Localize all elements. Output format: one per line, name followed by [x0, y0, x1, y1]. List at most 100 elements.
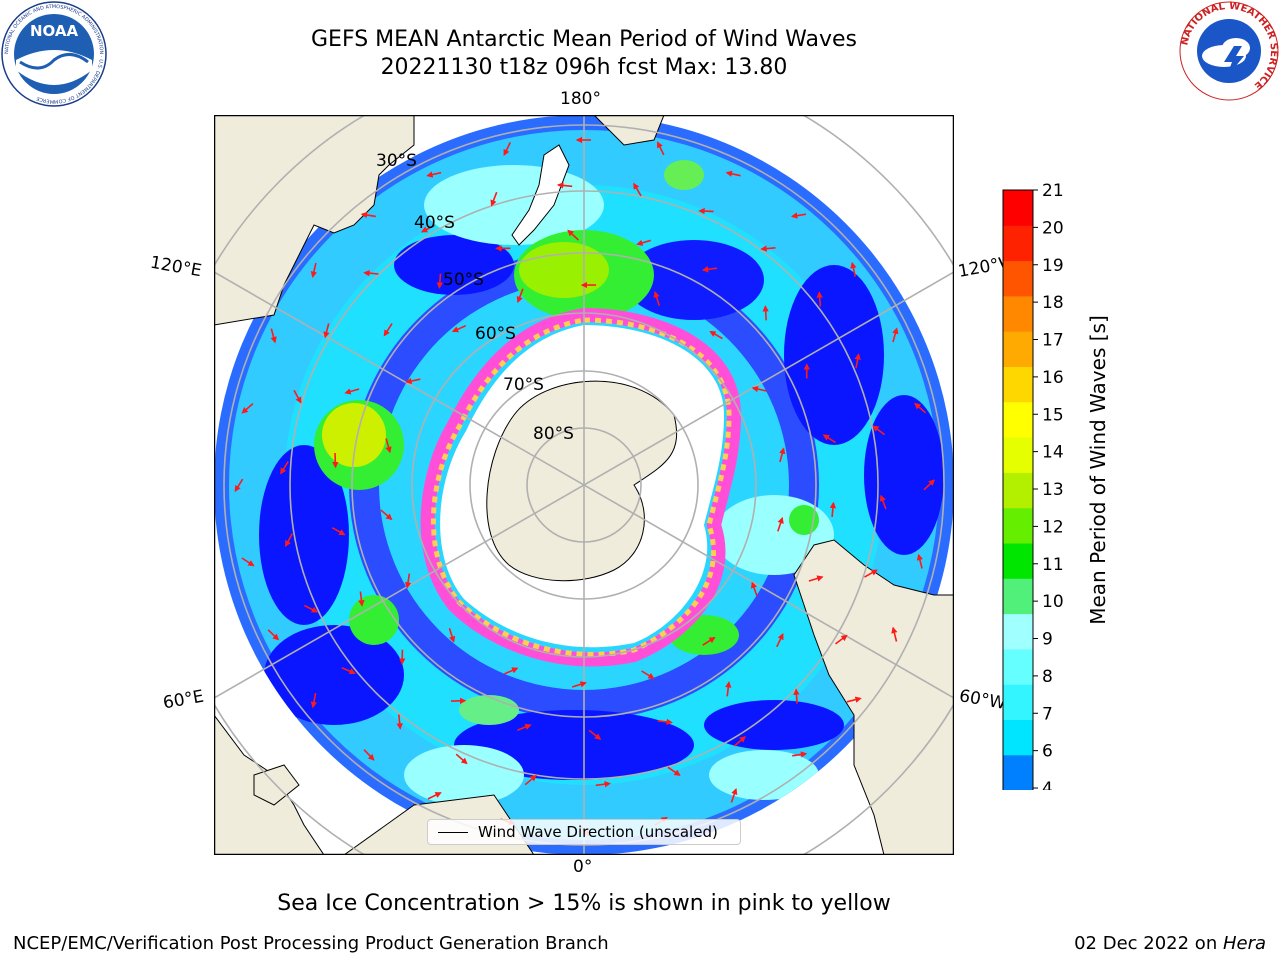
wave-direction-arrow	[733, 736, 746, 747]
wave-direction-arrow	[524, 774, 537, 786]
wave-direction-arrow	[490, 191, 498, 207]
wave-direction-arrow	[588, 729, 602, 740]
colorbar-cell	[1003, 295, 1033, 332]
wave-direction-arrow	[891, 626, 898, 642]
wave-direction-arrow	[360, 211, 376, 219]
wave-direction-arrow	[709, 330, 723, 340]
wave-direction-arrow	[653, 290, 660, 306]
wave-direction-arrow	[656, 141, 665, 156]
wave-direction-arrow	[633, 182, 642, 197]
wave-direction-arrow	[822, 434, 837, 444]
wave-direction-arrow	[241, 557, 255, 567]
wave-direction-arrow	[455, 753, 468, 765]
lon-label-180: 180°	[560, 89, 601, 109]
wave-direction-arrow	[725, 170, 741, 177]
footer-date: 02 Dec 2022 on Hera	[1074, 933, 1266, 954]
wave-direction-arrow	[776, 633, 784, 648]
polar-map	[214, 115, 954, 855]
colorbar-ticks: 246789101112131415161718192021	[1033, 181, 1064, 790]
lon-label-60e: 60°E	[161, 686, 206, 714]
colorbar-cells	[1002, 189, 1034, 790]
colorbar-cell	[1003, 578, 1033, 615]
lat-label-50s: 50°S	[443, 270, 484, 290]
wave-direction-arrow	[323, 323, 330, 339]
wave-direction-arrow	[332, 452, 339, 469]
wave-direction-arrow	[358, 591, 365, 607]
wave-direction-arrow	[557, 182, 573, 189]
wave-direction-arrow	[517, 723, 532, 732]
lat-label-80s: 80°S	[533, 424, 574, 444]
wave-direction-arrow	[793, 688, 800, 704]
wave-direction-arrow	[641, 670, 655, 679]
wave-direction-arrow	[241, 402, 254, 414]
wave-direction-arrow	[879, 494, 887, 510]
wave-direction-arrow	[636, 239, 652, 246]
wave-direction-arrow	[923, 479, 936, 491]
footer-date-text: 02 Dec 2022 on	[1074, 933, 1223, 954]
wave-direction-arrow	[267, 629, 280, 641]
wave-direction-arrow	[892, 327, 899, 343]
wave-direction-arrow	[234, 478, 244, 492]
colorbar-tick-label: 6	[1042, 742, 1053, 762]
chart-subtitle: 20221130 t18z 096h fcst Max: 13.80	[380, 55, 788, 80]
colorbar-cell	[1003, 437, 1033, 473]
wave-direction-arrow	[808, 575, 824, 582]
chart-title: GEFS MEAN Antarctic Mean Period of Wind …	[311, 27, 857, 52]
lat-label-60s: 60°S	[475, 324, 516, 344]
wave-direction-arrow	[916, 553, 923, 569]
wave-direction-arrow	[846, 696, 862, 703]
wave-direction-arrow	[571, 681, 587, 688]
colorbar-frame	[1002, 189, 1034, 790]
wave-direction-arrow	[702, 637, 716, 646]
map-border	[214, 115, 954, 855]
colorbar-label: Mean Period of Wind Waves [s]	[1086, 315, 1110, 625]
wave-direction-arrow	[816, 291, 823, 307]
wind-wave-arrows	[234, 136, 936, 837]
wave-direction-arrow	[701, 266, 718, 273]
lon-label-0: 0°	[573, 857, 593, 877]
wave-direction-arrow	[504, 667, 519, 675]
wave-direction-arrow	[427, 792, 442, 800]
lat-label-30s: 30°S	[376, 151, 417, 171]
lat-label-70s: 70°S	[503, 375, 544, 395]
colorbar-cell	[1003, 719, 1033, 756]
colorbar-tick-label: 4	[1042, 779, 1053, 790]
wave-direction-arrow	[698, 207, 714, 215]
colorbar-tick-label: 14	[1042, 443, 1064, 463]
wave-direction-arrow	[829, 501, 837, 517]
colorbar-tick-label: 12	[1042, 517, 1064, 537]
footer-system: Hera	[1222, 933, 1266, 954]
colorbar-cell	[1003, 190, 1033, 226]
wave-direction-arrow	[293, 389, 302, 404]
footer-branch: NCEP/EMC/Verification Post Processing Pr…	[13, 933, 609, 954]
colorbar-cell	[1003, 225, 1033, 262]
wave-direction-arrow	[280, 461, 289, 475]
colorbar-tick-label: 17	[1042, 331, 1064, 351]
wave-direction-arrow	[284, 533, 294, 548]
wave-direction-arrow	[792, 751, 808, 758]
colorbar-cell	[1003, 754, 1033, 790]
wave-direction-arrow	[448, 627, 456, 643]
wave-direction-arrow	[451, 324, 467, 333]
nws-logo: NATIONAL WEATHER SERVICE	[1179, 1, 1279, 101]
wave-direction-arrow	[667, 766, 681, 776]
colorbar-cell	[1003, 472, 1033, 509]
wave-direction-arrow	[750, 581, 758, 597]
colorbar-tick-label: 18	[1042, 293, 1064, 313]
colorbar-tick-label: 7	[1042, 704, 1053, 724]
wave-direction-arrow	[657, 718, 673, 726]
legend-line-swatch	[438, 832, 468, 833]
colorbar-tick-label: 19	[1042, 256, 1064, 276]
colorbar-tick-label: 15	[1042, 405, 1064, 425]
colorbar-cell	[1003, 684, 1033, 720]
wave-direction-arrow	[751, 385, 767, 393]
wave-direction-arrow	[760, 245, 776, 252]
wave-direction-arrow	[405, 377, 421, 385]
colorbar-cell	[1003, 543, 1033, 579]
wave-direction-arrow	[270, 328, 277, 344]
wave-direction-arrow	[304, 604, 319, 613]
land-pacific-island	[593, 115, 665, 146]
wave-direction-arrow	[864, 569, 878, 578]
wave-direction-arrow	[341, 667, 356, 675]
sea-ice-edge	[420, 307, 742, 667]
